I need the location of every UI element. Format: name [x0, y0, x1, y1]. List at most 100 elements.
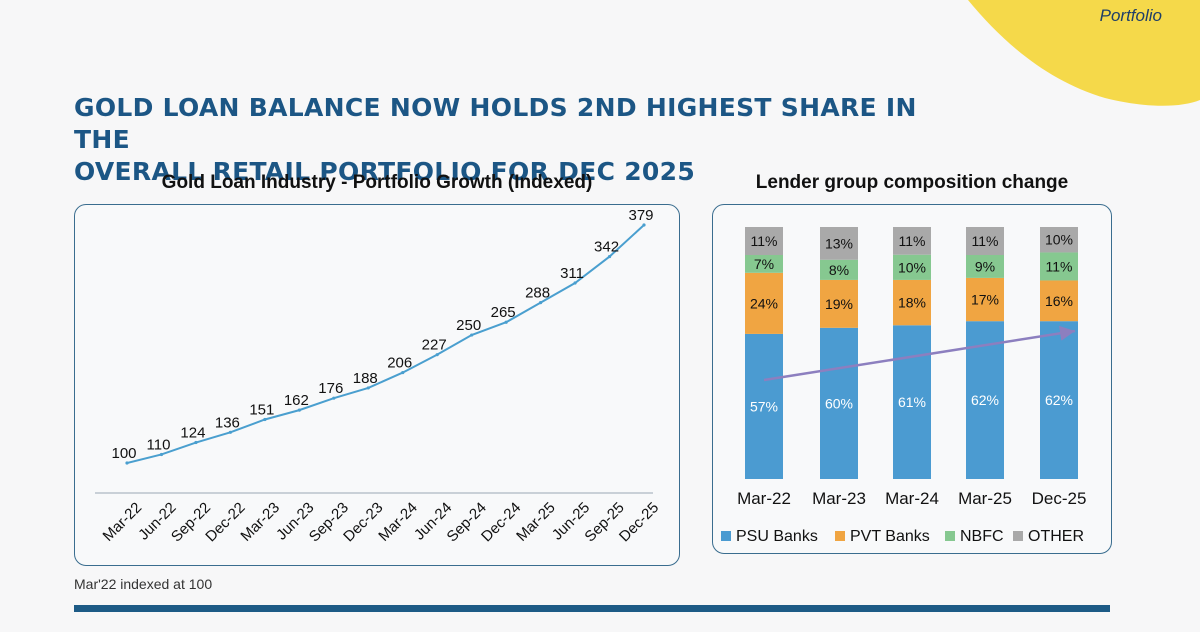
bar-value-label: 8%	[829, 262, 849, 278]
headline-line-2: overall retail portfolio for Dec 2025	[74, 157, 696, 186]
legend-label-psu: PSU Banks	[736, 528, 818, 545]
growth-data-label: 151	[249, 401, 274, 418]
bar-segment-other	[966, 227, 1004, 255]
growth-data-point	[539, 301, 543, 305]
bar-segment-pvt	[1040, 280, 1078, 322]
bar-value-label: 60%	[825, 395, 853, 411]
bar-segment-pvt	[820, 279, 858, 328]
growth-data-point	[125, 461, 129, 465]
bar-value-label: 13%	[825, 235, 853, 251]
growth-data-label: 311	[560, 265, 584, 282]
growth-data-label: 100	[111, 445, 136, 462]
bar-segment-other	[1040, 227, 1078, 253]
growth-data-label: 136	[215, 414, 240, 431]
growth-data-label: 265	[491, 304, 516, 321]
bar-value-label: 11%	[751, 233, 778, 249]
bar-segment-other	[893, 227, 931, 255]
bar-value-label: 17%	[971, 292, 999, 308]
brand-label: Portfolio	[1099, 6, 1162, 25]
bar-value-label: 10%	[1045, 232, 1073, 248]
bar-value-label: 57%	[750, 398, 778, 414]
legend-swatch-pvt	[835, 531, 845, 541]
growth-data-label: 176	[318, 380, 343, 397]
x-tick-label: Dec-23	[340, 499, 386, 545]
legend-label-other: OTHER	[1028, 528, 1084, 545]
x-tick-label: Mar-23	[812, 489, 866, 508]
bar-segment-nbfc	[745, 255, 783, 273]
bar-segment-pvt	[966, 277, 1004, 322]
growth-data-label: 124	[180, 425, 205, 442]
legend-swatch-psu	[721, 531, 731, 541]
x-tick-label: Dec-24	[478, 499, 524, 545]
growth-data-label: 188	[353, 370, 378, 387]
bar-segment-other	[820, 227, 858, 260]
bar-value-label: 10%	[898, 259, 926, 275]
footnote: Mar'22 indexed at 100	[74, 576, 213, 592]
bar-chart-title: Lender group composition change	[755, 172, 1069, 193]
bar-segment-pvt	[893, 279, 931, 326]
bar-chart-panel: 57% 24% 7% 11% Mar-22 60% 19% 8% 13% Mar-23 61% 18%…	[712, 204, 1112, 554]
line-chart-title: Gold Loan Industry - Portfolio Growth (I…	[161, 172, 593, 193]
growth-data-label: 206	[387, 355, 412, 372]
bar-segment-psu	[1040, 321, 1078, 479]
growth-data-label: 110	[147, 436, 171, 453]
bar-value-label: 18%	[898, 295, 926, 311]
x-tick-label: Mar-22	[737, 489, 791, 508]
x-tick-label: Mar-25	[513, 499, 559, 545]
growth-data-point	[607, 254, 612, 259]
bar-value-label: 11%	[1046, 258, 1073, 274]
bar-segment-nbfc	[1040, 252, 1078, 281]
growth-data-point	[366, 386, 370, 390]
bar-value-label: 16%	[1045, 293, 1073, 309]
bar-value-label: 19%	[825, 296, 853, 312]
line-chart-panel: 100 110 124 136 151 162 176 188 206 227 250 265 288 3…	[74, 204, 680, 566]
growth-data-label: 227	[422, 337, 447, 354]
psu-trend-arrow	[763, 325, 1076, 382]
growth-data-label: 342	[594, 239, 619, 256]
growth-data-point	[470, 333, 474, 337]
bar-segment-other	[745, 227, 783, 255]
bar-segment-psu	[745, 333, 783, 479]
bar-value-label: 7%	[754, 256, 774, 272]
growth-data-label: 379	[628, 207, 653, 224]
x-tick-label: Mar-23	[237, 499, 283, 545]
growth-series-line	[126, 224, 645, 464]
stacked-bar-chart: 57% 24% 7% 11% Mar-22 60% 19% 8% 13% Mar-23 61% 18%…	[721, 227, 1087, 545]
x-tick-label: Dec-25	[1032, 489, 1087, 508]
growth-data-point	[159, 452, 164, 457]
growth-data-point	[435, 353, 439, 357]
x-tick-label: Mar-25	[958, 489, 1012, 508]
bar-value-label: 61%	[898, 394, 926, 410]
bar-value-label: 62%	[1045, 392, 1073, 408]
growth-data-point	[401, 370, 405, 375]
legend-label-nbfc: NBFC	[960, 528, 1004, 545]
growth-data-point	[263, 417, 267, 422]
growth-data-point	[504, 320, 508, 324]
bar-segment-nbfc	[966, 255, 1004, 278]
bar-value-label: 9%	[975, 258, 995, 274]
growth-data-point	[573, 281, 577, 285]
growth-data-point	[194, 440, 198, 445]
growth-data-label: 250	[456, 317, 481, 334]
legend-label-pvt: PVT Banks	[850, 528, 930, 545]
x-tick-label: Mar-24	[375, 499, 421, 545]
legend-swatch-nbfc	[945, 531, 955, 541]
bar-value-label: 62%	[971, 392, 999, 408]
legend-swatch-other	[1013, 531, 1023, 541]
growth-data-label: 288	[525, 285, 550, 302]
bar-value-label: 24%	[750, 295, 778, 311]
bar-segment-psu	[820, 327, 858, 479]
x-tick-label: Dec-22	[202, 499, 248, 545]
growth-data-point	[228, 430, 232, 434]
growth-data-point	[642, 223, 646, 227]
line-chart: 100 110 124 136 151 162 176 188 206 227 250 265 288 3…	[95, 207, 662, 545]
growth-data-point	[332, 396, 336, 400]
bar-segment-nbfc	[820, 259, 858, 280]
growth-data-point	[297, 408, 301, 412]
growth-data-label: 162	[284, 392, 309, 409]
headline-line-1: Gold Loan Balance now holds 2nd highest …	[74, 93, 917, 154]
bar-segment-pvt	[745, 272, 783, 334]
x-tick-label: Dec-25	[616, 499, 662, 545]
page-headline: Gold Loan Balance now holds 2nd highest …	[74, 92, 934, 188]
bar-value-label: 11%	[972, 233, 999, 249]
